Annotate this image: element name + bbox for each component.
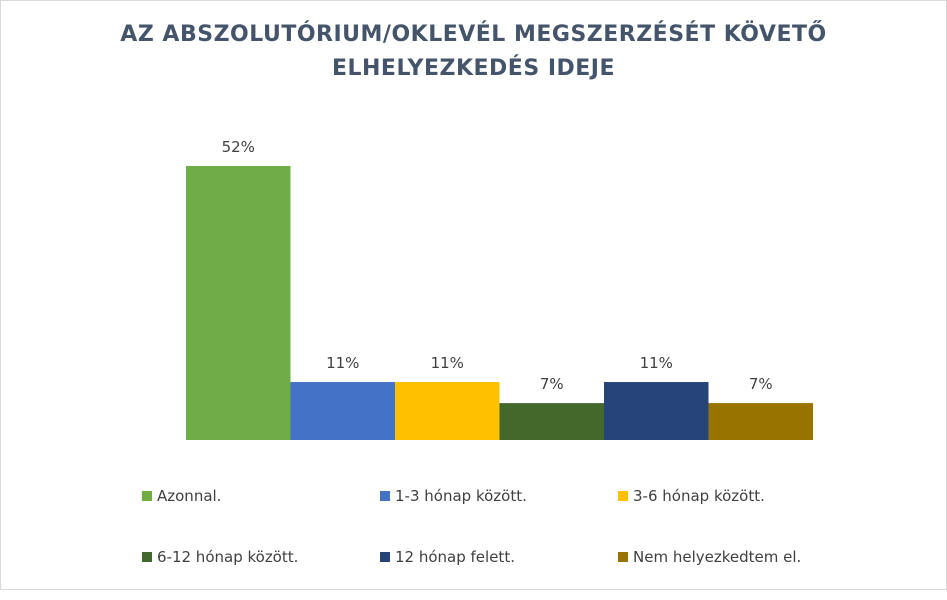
- bar-5: [604, 382, 709, 440]
- bar-6: [708, 403, 813, 440]
- data-label-5: 11%: [640, 354, 673, 372]
- data-label-2: 11%: [326, 354, 359, 372]
- data-label-6: 7%: [749, 375, 773, 393]
- bar-1: [186, 166, 291, 440]
- bar-4: [499, 403, 604, 440]
- data-label-1: 52%: [222, 138, 255, 156]
- chart-title: AZ ABSZOLUTÓRIUM/OKLEVÉL MEGSZERZÉSÉT KÖ…: [0, 18, 947, 86]
- chart-title-line-1: AZ ABSZOLUTÓRIUM/OKLEVÉL MEGSZERZÉSÉT KÖ…: [120, 22, 827, 47]
- data-label-3: 11%: [431, 354, 464, 372]
- chart-title-line-2: ELHELYEZKEDÉS IDEJE: [331, 56, 616, 81]
- data-label-4: 7%: [540, 375, 564, 393]
- bar-2: [290, 382, 395, 440]
- bar-3: [395, 382, 500, 440]
